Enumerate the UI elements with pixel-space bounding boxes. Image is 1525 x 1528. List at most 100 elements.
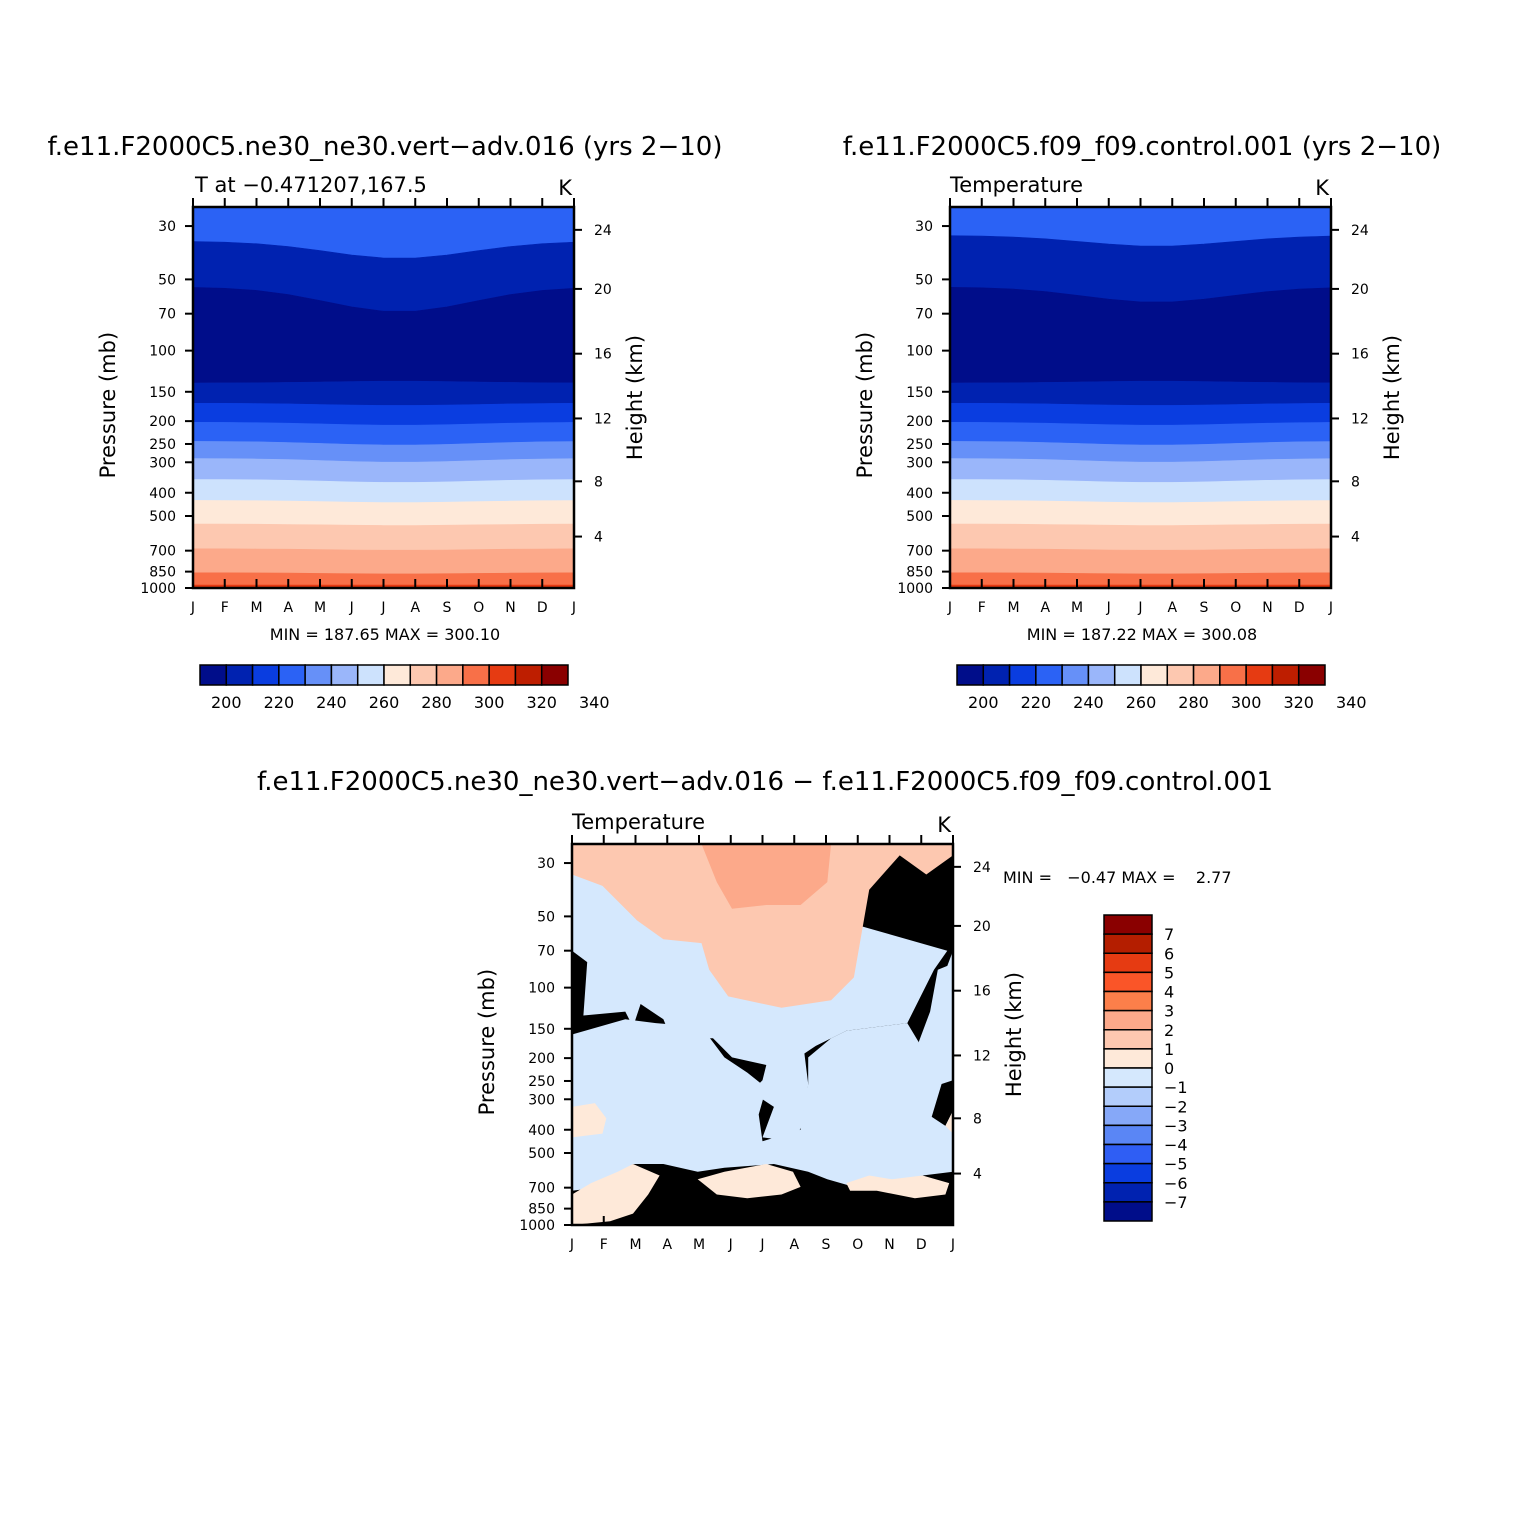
x-tick-label: J xyxy=(1137,600,1142,616)
x-tick-label: A xyxy=(283,600,293,616)
colorbar-swatch xyxy=(1219,664,1247,686)
colorbar-swatch xyxy=(1103,1162,1153,1184)
y-tick-label: 300 xyxy=(149,455,176,471)
x-tick-label: S xyxy=(443,600,452,616)
colorbar-swatch xyxy=(1103,990,1153,1012)
colorbar-swatch xyxy=(1140,664,1169,686)
colorbar-swatch xyxy=(1008,664,1037,686)
y-tick-label: 500 xyxy=(906,509,933,525)
y-right-tick-label: 8 xyxy=(594,474,603,490)
y-tick-label: 400 xyxy=(528,1123,555,1139)
colorbar-swatch xyxy=(1103,933,1153,954)
colorbar-swatch xyxy=(1103,1048,1153,1069)
y-tick-label: 500 xyxy=(149,509,176,525)
colorbar-swatch xyxy=(330,664,359,686)
contour-band xyxy=(950,548,1331,575)
panel-title: f.e11.F2000C5.f09_f09.control.001 (yrs 2… xyxy=(843,132,1442,162)
colorbar-swatch xyxy=(1035,664,1063,686)
y-tick-label: 150 xyxy=(149,385,176,401)
x-tick-label: F xyxy=(221,600,229,616)
colorbar-swatch xyxy=(251,664,280,686)
y-right-axis-label: Height (km) xyxy=(1002,972,1026,1097)
y-axis-label: Pressure (mb) xyxy=(475,969,499,1116)
y-axis-label: Pressure (mb) xyxy=(853,332,877,479)
y-axis-label: Pressure (mb) xyxy=(96,332,120,479)
contour-band xyxy=(945,1110,953,1134)
colorbar-label: 280 xyxy=(421,693,452,712)
y-tick-label: 700 xyxy=(528,1181,555,1197)
y-right-tick-label: 24 xyxy=(594,223,612,239)
y-tick-label: 1000 xyxy=(519,1218,555,1234)
y-tick-label: 850 xyxy=(528,1202,555,1218)
y-right-tick-label: 16 xyxy=(1351,347,1369,363)
colorbar-label: 1 xyxy=(1164,1040,1174,1059)
y-tick-label: 100 xyxy=(906,344,933,360)
x-tick-label: M xyxy=(314,600,326,616)
y-tick-label: 250 xyxy=(528,1074,555,1090)
colorbar-label: −3 xyxy=(1164,1116,1188,1135)
x-tick-label: M xyxy=(250,600,262,616)
colorbar-label: 200 xyxy=(968,693,999,712)
colorbar-label: 4 xyxy=(1164,983,1174,1002)
colorbar-swatch xyxy=(1297,664,1326,686)
x-tick-label: J xyxy=(380,600,385,616)
y-tick-label: 150 xyxy=(528,1022,555,1038)
colorbar-label: 3 xyxy=(1164,1002,1174,1021)
panel-subtitle-right: K xyxy=(1315,176,1330,200)
panel-subtitle-left: T at −0.471207,167.5 xyxy=(194,173,427,197)
y-tick-label: 30 xyxy=(915,219,933,235)
x-tick-label: J xyxy=(759,1237,764,1253)
colorbar-swatch xyxy=(1192,664,1221,686)
y-tick-label: 400 xyxy=(906,486,933,502)
colorbar-swatch xyxy=(409,664,438,686)
colorbar-swatch xyxy=(514,664,543,686)
contour-band xyxy=(193,500,574,526)
contour-band xyxy=(193,548,574,575)
y-tick-label: 300 xyxy=(528,1092,555,1108)
colorbar-swatch xyxy=(1103,1182,1153,1203)
colorbar-label: 200 xyxy=(211,693,242,712)
y-right-tick-label: 20 xyxy=(973,919,991,935)
colorbar-label: 0 xyxy=(1164,1059,1174,1078)
colorbar-label: 220 xyxy=(264,693,295,712)
colorbar-label: −5 xyxy=(1164,1155,1188,1174)
x-tick-label: J xyxy=(349,600,354,616)
colorbar-swatch xyxy=(956,664,985,686)
colorbar-swatch xyxy=(1103,971,1153,993)
y-tick-label: 300 xyxy=(906,455,933,471)
colorbar-swatch xyxy=(1103,1105,1153,1127)
colorbar-swatch xyxy=(488,664,517,686)
colorbar-label: 320 xyxy=(1283,693,1314,712)
contour-band xyxy=(950,479,1331,503)
y-tick-label: 70 xyxy=(915,307,933,323)
panel-title: f.e11.F2000C5.ne30_ne30.vert−adv.016 (yr… xyxy=(48,132,723,162)
colorbar-label: 7 xyxy=(1164,925,1174,944)
y-tick-label: 250 xyxy=(906,437,933,453)
x-tick-label: F xyxy=(600,1237,608,1253)
colorbar-label: 260 xyxy=(1126,693,1157,712)
colorbar-label: 320 xyxy=(526,693,557,712)
colorbar-label: 280 xyxy=(1178,693,1209,712)
y-right-tick-label: 24 xyxy=(1351,223,1369,239)
plot-area xyxy=(572,844,953,1225)
colorbar-label: 5 xyxy=(1164,963,1174,982)
contour-band xyxy=(701,844,832,909)
colorbar-swatch xyxy=(304,664,333,686)
y-tick-label: 70 xyxy=(158,307,176,323)
contour-band xyxy=(193,380,574,406)
x-tick-label: A xyxy=(1040,600,1050,616)
colorbar-swatch xyxy=(278,664,306,686)
contour-band xyxy=(193,402,574,426)
min-max-readout: MIN = 187.22 MAX = 300.08 xyxy=(1027,625,1257,644)
panel-panel_a: f.e11.F2000C5.ne30_ne30.vert−adv.016 (yr… xyxy=(48,132,723,712)
colorbar-swatch xyxy=(1271,664,1300,686)
x-tick-label: J xyxy=(1106,600,1111,616)
contour-band xyxy=(572,1164,660,1225)
y-tick-label: 1000 xyxy=(897,581,933,597)
colorbar-label: 240 xyxy=(1073,693,1104,712)
y-tick-label: 30 xyxy=(537,856,555,872)
colorbar-swatch xyxy=(1103,1086,1153,1107)
y-right-tick-label: 8 xyxy=(1351,474,1360,490)
colorbar-swatch xyxy=(462,664,490,686)
plot-area xyxy=(193,207,574,588)
